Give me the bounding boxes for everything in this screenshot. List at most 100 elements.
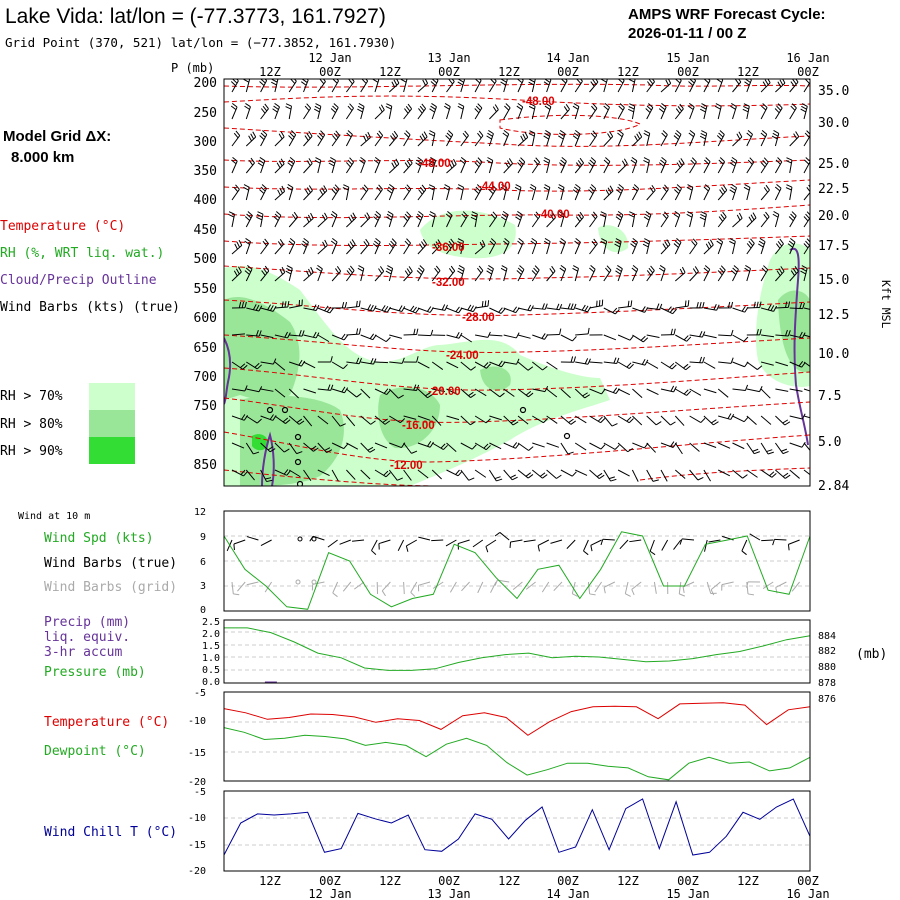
wind-barb bbox=[560, 388, 571, 399]
rh70-region bbox=[420, 210, 516, 259]
wind-barb bbox=[475, 305, 489, 309]
wind-barb-feather bbox=[287, 184, 294, 188]
wind-barb-feather bbox=[306, 160, 311, 166]
wind-barb-feather bbox=[264, 265, 270, 272]
wind-barb-feather bbox=[344, 301, 348, 309]
wind-barb bbox=[474, 161, 483, 174]
wind-barb bbox=[446, 307, 459, 314]
wind-barb-feather bbox=[589, 159, 595, 165]
wind-barb bbox=[703, 469, 711, 482]
wind-barb bbox=[274, 334, 288, 339]
wind-barb-feather bbox=[324, 212, 328, 219]
wind-barb bbox=[789, 307, 803, 310]
precip-y-tick: 2.5 bbox=[202, 617, 220, 628]
wind-barb-feather bbox=[306, 133, 311, 139]
wind-barb-feather bbox=[326, 449, 333, 454]
wind-barb bbox=[631, 241, 638, 255]
wind-barb bbox=[775, 388, 789, 392]
wind-barb bbox=[517, 269, 525, 282]
wind-barb bbox=[774, 107, 783, 120]
wind-barb-feather bbox=[487, 267, 493, 272]
wind-panel-header: Wind at 10 m bbox=[18, 511, 90, 522]
wind-barb bbox=[231, 135, 241, 147]
wind-barb-feather bbox=[435, 79, 439, 81]
wind-barb bbox=[660, 82, 672, 93]
wind-barb bbox=[331, 107, 339, 120]
calm-marker bbox=[563, 432, 571, 440]
wind-barb-feather bbox=[435, 265, 441, 271]
wind-barb-feather bbox=[787, 330, 791, 337]
wind-barb-feather bbox=[766, 449, 773, 453]
pressure-unit: (mb) bbox=[856, 647, 887, 662]
wind-barb-feather bbox=[719, 189, 724, 195]
wind-barb-feather bbox=[417, 156, 423, 162]
chill-y-tick: -5 bbox=[194, 787, 206, 798]
wind-barb bbox=[360, 334, 374, 341]
wind-barb-feather bbox=[600, 211, 607, 215]
wind-barb-feather bbox=[264, 103, 269, 109]
wind-barb-feather bbox=[373, 216, 379, 221]
wind-barb bbox=[260, 388, 274, 392]
wind-barb-grid-feather bbox=[603, 587, 606, 594]
wind-barb-feather bbox=[330, 240, 337, 246]
wind-barb bbox=[717, 269, 726, 282]
wind-barb-feather bbox=[603, 159, 609, 165]
wind-barb bbox=[489, 442, 502, 450]
wind-barb-feather bbox=[559, 240, 565, 245]
wind-barb-feather bbox=[609, 185, 614, 192]
wind-barb-feather bbox=[630, 159, 637, 164]
wind-barb-feather bbox=[544, 238, 551, 242]
wind-barb bbox=[746, 106, 750, 120]
wind-barb-feather bbox=[643, 132, 650, 137]
wind-barb-feather bbox=[670, 441, 675, 447]
wind-barb-feather bbox=[516, 213, 522, 218]
wind-barb bbox=[474, 270, 484, 282]
wind-barb-feather bbox=[512, 442, 518, 448]
wind-barb-feather bbox=[680, 158, 685, 164]
top-date-label: 12 Jan bbox=[308, 51, 351, 65]
wind-barb-feather bbox=[336, 266, 342, 272]
wind-barb bbox=[617, 334, 631, 341]
wind-barb bbox=[503, 469, 513, 481]
wind-barb-feather bbox=[600, 240, 607, 245]
wind-barb bbox=[489, 109, 499, 120]
wind-barb bbox=[789, 361, 802, 368]
wind-barb bbox=[260, 134, 268, 147]
wind-barb bbox=[388, 469, 398, 481]
wind-barb bbox=[732, 415, 745, 423]
wind-barb-feather bbox=[289, 238, 296, 243]
wind-barb bbox=[575, 333, 589, 336]
wind-barb-feather bbox=[244, 270, 250, 275]
wind-barb-feather bbox=[308, 131, 313, 137]
wind-barb-grid-feather bbox=[631, 589, 635, 596]
wind-barb bbox=[732, 81, 742, 93]
wind-barb bbox=[360, 388, 371, 399]
wind-barb-feather bbox=[296, 451, 303, 455]
wind-barb-feather bbox=[628, 79, 635, 83]
wind-barb-feather bbox=[632, 186, 638, 192]
wind-barb bbox=[403, 108, 413, 120]
wind-barb bbox=[446, 442, 457, 453]
wind-barb-grid-feather bbox=[775, 587, 778, 594]
wind-barb-feather bbox=[378, 268, 383, 274]
wind-barb bbox=[617, 388, 631, 396]
wind-barb bbox=[631, 79, 636, 93]
wind-barb-feather bbox=[321, 187, 326, 193]
wind-barb-feather bbox=[372, 79, 379, 83]
wind-barb-feather bbox=[730, 186, 736, 191]
wind-barb-grid bbox=[553, 581, 563, 592]
wind-barb-feather bbox=[485, 418, 491, 424]
wind-barb bbox=[803, 469, 810, 476]
wind-barb bbox=[431, 133, 436, 147]
wind-barb bbox=[260, 270, 270, 282]
wind-barb-feather bbox=[760, 162, 766, 168]
wind-barb-feather bbox=[560, 159, 566, 165]
wind-barb-feather bbox=[700, 214, 707, 218]
wind-barb-feather bbox=[484, 300, 487, 307]
isotherm-line bbox=[224, 265, 810, 280]
wind-barb-feather bbox=[573, 303, 577, 310]
wind-barb-feather bbox=[664, 241, 669, 247]
wind-barb-feather bbox=[333, 186, 338, 192]
wind-barb-feather bbox=[673, 243, 679, 248]
wind-barb-grid-feather bbox=[410, 591, 416, 597]
